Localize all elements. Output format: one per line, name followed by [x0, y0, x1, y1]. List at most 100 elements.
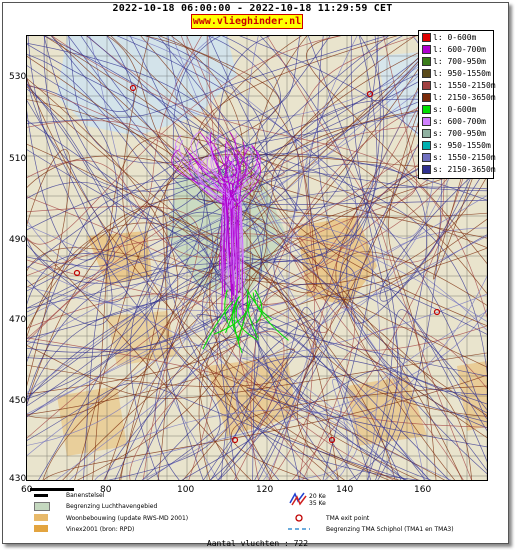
legend-swatch	[422, 57, 431, 66]
flight-track	[83, 36, 448, 480]
flight-track	[92, 135, 487, 480]
flight-track	[27, 239, 252, 480]
flight-track	[27, 198, 463, 480]
flight-track	[129, 186, 487, 480]
flight-track-map[interactable]	[26, 35, 488, 481]
airport-boundary-label: Begrenzing Luchthavengebied	[66, 503, 158, 510]
flight-track	[225, 296, 239, 334]
flight-track	[271, 98, 487, 327]
legend-swatch	[422, 129, 431, 138]
flight-tracks	[27, 36, 487, 480]
flight-track	[144, 91, 487, 480]
flight-count: Aantal vluchten : 722	[206, 539, 309, 548]
legend-item: s: 0-600m	[422, 105, 476, 115]
runway-label: Banenstelsel	[66, 492, 105, 499]
flight-track	[27, 91, 487, 258]
flight-track	[224, 289, 229, 323]
x-tick-160: 160	[414, 485, 432, 495]
tma-exit-icon	[295, 514, 303, 522]
vinex-label: Vinex2001 (bron: RPD)	[66, 526, 135, 533]
flight-track	[273, 36, 450, 480]
legend-label: s: 700-950m	[433, 129, 486, 138]
flight-track	[225, 154, 252, 286]
site-link[interactable]: www.vlieghinder.nl	[191, 14, 303, 29]
legend-label: l: 700-950m	[433, 57, 486, 66]
flight-track	[196, 314, 487, 480]
legend-label: l: 950-1550m	[433, 69, 491, 78]
flight-track	[168, 216, 487, 439]
flight-track	[43, 36, 298, 212]
y-tick-430: 430	[9, 474, 27, 484]
x-tick-140: 140	[336, 485, 354, 495]
flight-track	[210, 155, 244, 258]
legend-item: s: 700-950m	[422, 129, 486, 139]
flight-track	[210, 132, 240, 293]
flight-track	[27, 130, 487, 231]
legend-swatch	[422, 69, 431, 78]
legend-label: l: 0-600m	[433, 33, 477, 42]
flight-track	[231, 158, 261, 310]
flight-track	[27, 250, 254, 480]
legend-label: s: 600-700m	[433, 117, 486, 126]
flight-track	[233, 303, 243, 354]
y-tick-470: 470	[9, 315, 27, 325]
flight-track	[27, 43, 487, 375]
flight-track	[27, 299, 343, 480]
flight-track	[43, 36, 300, 480]
flight-track	[27, 36, 281, 192]
flight-track	[298, 36, 418, 480]
altitude-legend: l: 0-600m l: 600-700m l: 700-950m l: 950…	[418, 30, 496, 179]
flight-track	[252, 292, 289, 341]
flight-track	[215, 169, 487, 480]
flight-track	[225, 150, 247, 288]
flight-track	[27, 36, 418, 439]
legend-swatch	[422, 117, 431, 126]
tma-exit-label: TMA exit point	[326, 515, 370, 522]
flight-track	[171, 36, 359, 480]
map-key: Banenstelsel Begrenzing Luchthavengebied…	[26, 488, 486, 539]
legend-swatch	[422, 81, 431, 90]
flight-track	[228, 150, 236, 265]
flight-track	[27, 36, 301, 269]
flight-track	[259, 36, 358, 247]
flight-track	[27, 345, 487, 399]
flight-track	[76, 36, 308, 480]
flight-track	[27, 36, 388, 124]
tma-exit-point	[433, 308, 441, 316]
flight-track	[180, 36, 464, 480]
scale-bar	[30, 488, 74, 491]
runway-swatch	[34, 494, 48, 497]
flight-track	[227, 153, 240, 310]
flight-track	[62, 247, 487, 480]
flight-track	[55, 195, 487, 480]
legend-item: l: 0-600m	[422, 33, 476, 43]
flight-track	[379, 139, 487, 302]
tma-boundary-icon	[288, 528, 310, 530]
flight-track	[27, 36, 381, 262]
flight-track	[179, 140, 233, 271]
time-range-title: 2022-10-18 06:00:00 - 2022-10-18 11:29:5…	[112, 3, 393, 14]
vinex-swatch	[34, 525, 48, 532]
flight-track	[27, 120, 487, 299]
flight-track	[197, 73, 487, 205]
flight-track	[296, 36, 437, 480]
flight-track	[247, 36, 425, 480]
flight-track	[246, 388, 487, 480]
flight-track	[80, 36, 356, 480]
flight-track	[27, 277, 339, 480]
flight-track	[202, 301, 234, 350]
legend-swatch	[422, 33, 431, 42]
flight-track	[27, 36, 221, 480]
x-tick-100: 100	[177, 485, 195, 495]
lden-35-label: 35 Ke	[309, 500, 326, 507]
flight-track	[27, 53, 358, 480]
housing-area	[57, 386, 127, 456]
tma-boundary-label: Begrenzing TMA Schiphol (TMA1 en TMA3)	[326, 526, 454, 533]
flight-track	[27, 36, 268, 284]
flight-track	[325, 36, 487, 295]
flight-track	[27, 265, 271, 480]
flight-track	[256, 319, 487, 480]
legend-label: s: 1550-2150m	[433, 153, 496, 162]
y-tick-510: 510	[9, 154, 27, 164]
flight-track	[181, 370, 487, 480]
